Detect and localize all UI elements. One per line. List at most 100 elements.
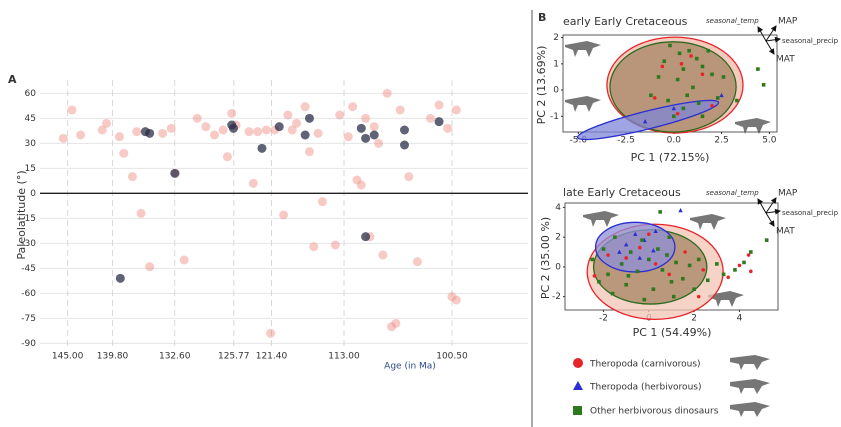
legend-symbol [573,381,583,390]
point [361,232,371,242]
point [642,119,648,124]
point [391,318,401,328]
y-tick-label: 1 [553,59,559,69]
point [647,257,651,262]
x-tick-label: 2.5 [714,136,728,146]
point [715,262,719,266]
point [434,117,444,127]
point [209,130,219,140]
point [606,272,610,277]
loading-label: seasonal_precip [782,209,839,217]
x-tick-label: 139.80 [97,352,129,362]
loading-label: seasonal_precip [782,37,839,45]
point [248,178,258,188]
point [451,105,461,115]
loading-arrow [757,26,767,42]
point [170,168,180,178]
x-tick-label: 121.40 [256,352,288,362]
point [624,282,628,287]
point [721,272,726,277]
point [425,113,435,123]
x-tick-label: 2 [691,314,697,324]
point [674,260,678,265]
point [658,210,662,214]
x-tick-label: 4 [737,314,743,324]
point [662,59,667,64]
point [352,175,362,185]
point [679,62,684,66]
point [590,257,594,262]
point [313,128,323,138]
y-tick-label: -1 [550,112,559,122]
y-tick-label: 15 [25,164,36,174]
point [700,114,705,119]
point [653,228,658,234]
point [687,263,692,268]
point [356,123,366,133]
point [656,75,661,79]
point [592,274,597,278]
point [715,96,720,100]
legend-label: Other herbivorous dinosaurs [590,407,719,417]
point [304,113,314,123]
point [127,172,137,182]
point [681,106,686,111]
chart-title: late Early Cretaceous [563,186,681,199]
y-tick-label: 0 [555,262,561,272]
point [705,278,710,283]
point [683,250,687,254]
point [192,113,202,123]
point [266,328,276,338]
point [382,88,392,98]
point [378,250,388,260]
point [145,128,155,138]
y-tick-label: -15 [21,214,36,224]
point [667,235,672,239]
point [652,96,657,100]
loading-label: seasonal_temp [706,189,759,197]
point [76,130,86,140]
legend-label: Theropoda (herbivorous) [589,383,701,393]
point [227,108,237,118]
point [660,268,665,272]
point [633,231,638,237]
point [343,132,353,142]
x-axis-label: PC 1 (72.15%) [631,151,710,164]
y-axis-label: Paleolatitude (°) [15,170,28,259]
point [721,75,726,79]
point [97,125,107,135]
y-tick-label: -60 [21,289,36,299]
point [678,208,683,213]
point [700,72,705,77]
point [404,172,414,182]
point [274,122,284,132]
x-axis-label: Age (in Ma) [384,362,436,372]
point [443,123,453,133]
point [628,250,633,254]
point [218,125,228,135]
point [691,85,695,90]
point [696,257,701,262]
y-axis-label: PC 2 (35.00 %) [539,217,552,299]
point [665,253,669,257]
point [742,260,746,265]
loading-label: MAP [778,189,798,199]
x-tick-label: -5.0 [570,136,588,146]
loading-arrow [765,208,781,215]
point [369,122,379,132]
point [434,100,444,110]
panel-letter: B [538,11,546,24]
y-tick-label: -45 [21,264,36,274]
y-tick-label: -75 [21,314,36,324]
point [672,114,676,119]
point [244,127,254,137]
x-tick-label: 125.77 [218,352,250,362]
point [737,263,742,268]
x-axis-label: PC 1 (54.49%) [633,326,712,339]
point [689,54,693,58]
point [640,238,644,242]
point [637,245,642,250]
point [726,275,730,280]
silhouettes [565,41,771,417]
point [735,98,739,103]
